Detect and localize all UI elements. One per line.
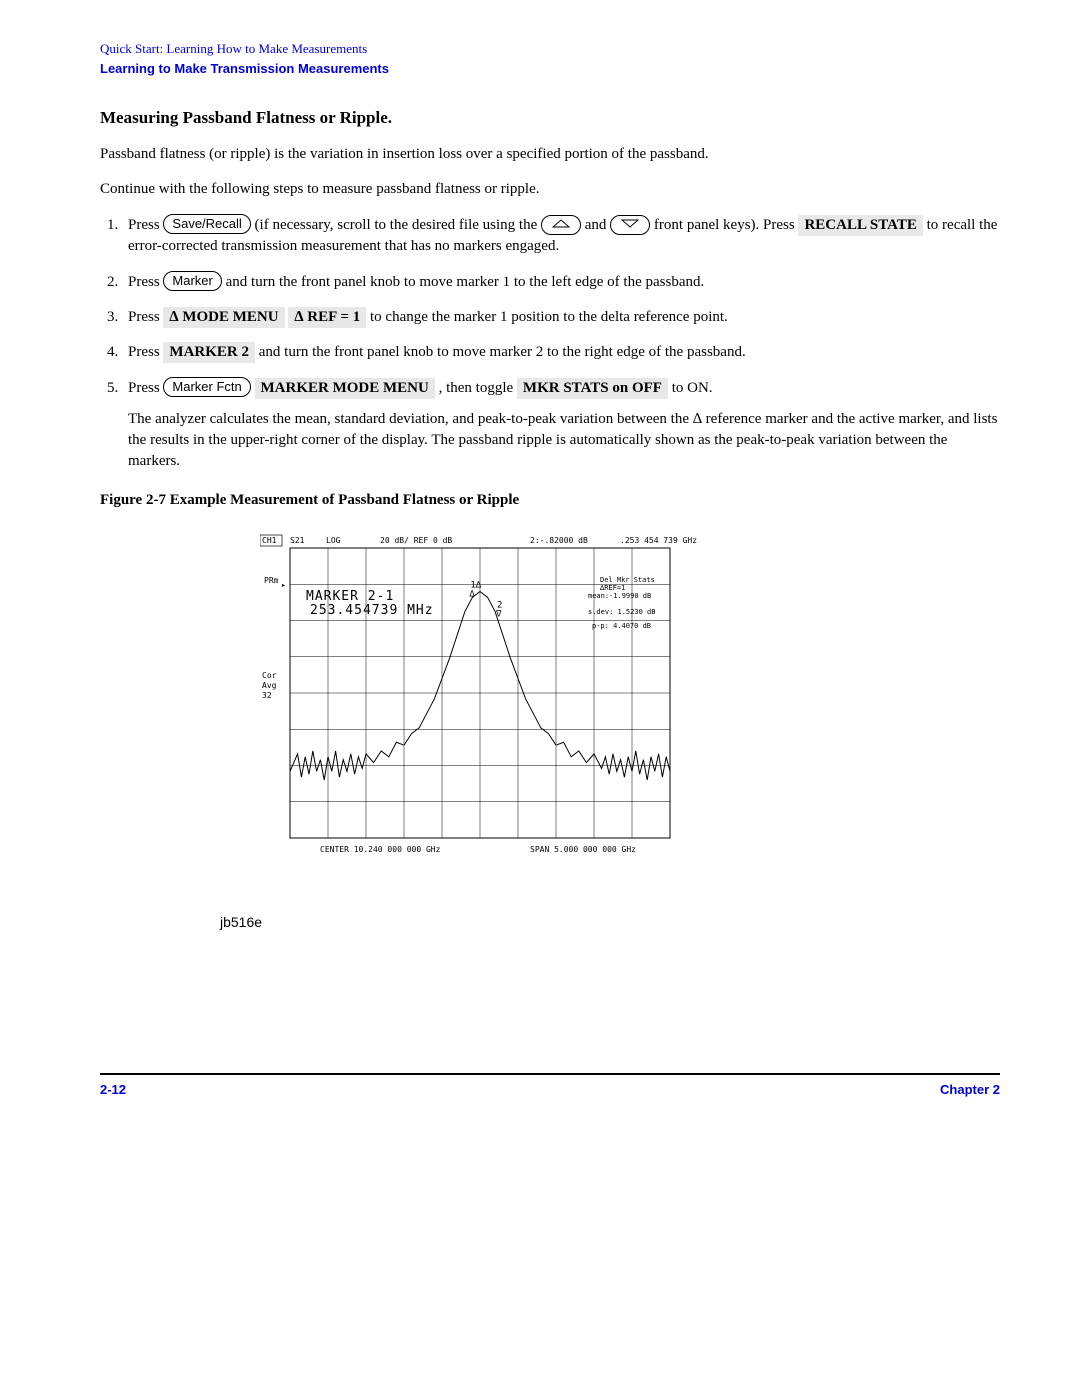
step-5-text-d: to ON. [672,380,713,396]
step-3-text-a: Press [128,309,163,325]
step-2-text-b: and turn the front panel knob to move ma… [226,274,705,290]
svg-text:LOG: LOG [326,536,341,545]
svg-text:PRm: PRm [264,576,279,585]
section-heading: Measuring Passband Flatness or Ripple. [100,106,1000,130]
steps-list: Press Save/Recall (if necessary, scroll … [100,214,1000,472]
svg-text:.253 454 739 GHz: .253 454 739 GHz [620,536,697,545]
header-breadcrumb: Quick Start: Learning How to Make Measur… [100,40,1000,58]
recall-state-softkey: RECALL STATE [798,215,922,236]
marker-fctn-key: Marker Fctn [163,377,250,397]
delta-mode-menu-softkey: ∆ MODE MENU [163,307,284,328]
step-4: Press MARKER 2 and turn the front panel … [122,342,1000,363]
svg-text:∆: ∆ [468,589,475,599]
mkr-stats-softkey: MKR STATS on OFF [517,378,668,399]
step-3-text-b: to change the marker 1 position to the d… [370,309,728,325]
svg-text:S21: S21 [290,536,305,545]
step-2: Press Marker and turn the front panel kn… [122,271,1000,293]
intro-para-2: Continue with the following steps to mea… [100,179,1000,200]
marker-mode-menu-softkey: MARKER MODE MENU [255,378,435,399]
figure-wrap: CH1 S21 LOG 20 dB/ REF 0 dB 2:-.82000 dB .253… [260,533,1000,903]
svg-text:∆REF=1: ∆REF=1 [599,584,625,592]
step-5: Press Marker Fctn MARKER MODE MENU , the… [122,377,1000,472]
figure-caption: Figure 2-7 Example Measurement of Passba… [100,490,1000,511]
step-1-text-d: front panel keys). Press [654,217,799,233]
delta-ref-1-softkey: ∆ REF = 1 [288,307,366,328]
step-1-text-b: (if necessary, scroll to the desired fil… [255,217,541,233]
figure-id: jb516e [220,913,1000,933]
svg-text:253.454739 MHz: 253.454739 MHz [310,603,434,618]
step-2-text-a: Press [128,274,163,290]
step-1: Press Save/Recall (if necessary, scroll … [122,214,1000,257]
svg-text:p-p: 4.4070 dB: p-p: 4.4070 dB [592,622,651,630]
svg-text:▸: ▸ [281,580,286,589]
footer-rule [100,1073,1000,1075]
passband-chart: CH1 S21 LOG 20 dB/ REF 0 dB 2:-.82000 dB .253… [260,533,760,903]
svg-text:∇: ∇ [495,610,502,620]
step-1-text-c: and [585,217,610,233]
header-section: Learning to Make Transmission Measuremen… [100,60,1000,78]
page-number: 2-12 [100,1081,126,1099]
step-4-text-a: Press [128,344,163,360]
svg-text:MARKER 2-1: MARKER 2-1 [306,589,394,604]
step-5-text-c: , then toggle [439,380,517,396]
svg-text:CENTER 10.240 000 000 GHz: CENTER 10.240 000 000 GHz [320,845,441,854]
svg-text:2:-.82000 dB: 2:-.82000 dB [530,536,588,545]
svg-text:Cor: Cor [262,671,277,680]
up-arrow-key-icon [541,215,581,235]
step-5-body: The analyzer calculates the mean, standa… [128,409,1000,472]
intro-para-1: Passband flatness (or ripple) is the var… [100,144,1000,165]
marker-2-softkey: MARKER 2 [163,342,255,363]
page-footer: 2-12 Chapter 2 [100,1081,1000,1099]
svg-text:s.dev: 1.5230 dB: s.dev: 1.5230 dB [588,608,655,616]
step-3: Press ∆ MODE MENU ∆ REF = 1 to change th… [122,307,1000,328]
marker-key: Marker [163,271,221,291]
svg-text:mean:-1.9990 dB: mean:-1.9990 dB [588,592,651,600]
step-1-text-a: Press [128,217,163,233]
svg-text:SPAN 5.000 000 000 GHz: SPAN 5.000 000 000 GHz [530,845,636,854]
svg-text:Avg: Avg [262,681,277,690]
svg-text:32: 32 [262,691,272,700]
svg-text:CH1: CH1 [262,536,277,545]
down-arrow-key-icon [610,215,650,235]
chapter-label: Chapter 2 [940,1081,1000,1099]
step-4-text-b: and turn the front panel knob to move ma… [259,344,746,360]
save-recall-key: Save/Recall [163,214,250,234]
step-5-text-a: Press [128,380,163,396]
svg-text:Del Mkr Stats: Del Mkr Stats [600,576,655,584]
svg-text:20 dB/ REF 0 dB: 20 dB/ REF 0 dB [380,536,452,545]
